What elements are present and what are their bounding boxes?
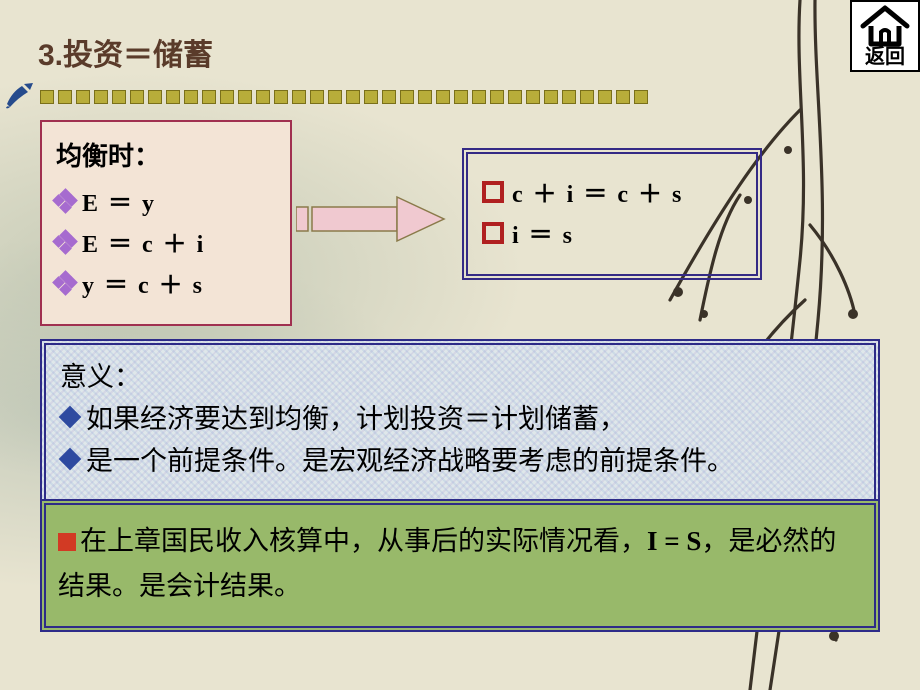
equation-text: y ＝ c ＋ s: [82, 265, 204, 300]
meaning-heading: 意义：: [60, 357, 858, 399]
diamond-bullet-icon: [56, 192, 74, 210]
meaning-text: 如果经济要达到均衡，计划投资＝计划储蓄，: [86, 399, 626, 441]
result-panel: 在上章国民收入核算中，从事后的实际情况看，I = S，是必然的结果。是会计结果。: [40, 499, 880, 632]
equation-text: E ＝ c ＋ i: [82, 224, 205, 259]
square-bullet-icon: [58, 533, 76, 551]
pen-icon: [4, 78, 36, 110]
hollow-square-icon: [482, 181, 504, 203]
back-label: 返回: [852, 40, 918, 69]
diamond-bullet-icon: [56, 233, 74, 251]
meaning-line: 是一个前提条件。是宏观经济战略要考虑的前提条件。: [60, 441, 858, 483]
equation-item: i ＝ s: [482, 215, 746, 250]
equation-item: c ＋ i ＝ c ＋ s: [482, 174, 746, 209]
result-pre: 在上章国民收入核算中，从事后的实际情况看，: [80, 526, 647, 556]
equation-item: E ＝ y: [56, 183, 280, 218]
equation-item: E ＝ c ＋ i: [56, 224, 280, 259]
derivation-box: c ＋ i ＝ c ＋ s i ＝ s: [462, 148, 762, 280]
equilibrium-box: 均衡时： E ＝ y E ＝ c ＋ i y ＝ c ＋ s: [40, 120, 292, 326]
equation-item: y ＝ c ＋ s: [56, 265, 280, 300]
diamond-solid-icon: [59, 406, 82, 429]
diamond-bullet-icon: [56, 274, 74, 292]
diamond-solid-icon: [59, 447, 82, 470]
back-button[interactable]: 返回: [850, 0, 920, 72]
equation-text: c ＋ i ＝ c ＋ s: [512, 174, 683, 209]
meaning-line: 如果经济要达到均衡，计划投资＝计划储蓄，: [60, 399, 858, 441]
equation-text: i ＝ s: [512, 215, 574, 250]
meaning-text: 是一个前提条件。是宏观经济战略要考虑的前提条件。: [86, 441, 734, 483]
hollow-square-icon: [482, 222, 504, 244]
arrow-icon: [296, 195, 446, 243]
result-formula: I = S: [647, 526, 701, 556]
equilibrium-heading: 均衡时：: [56, 136, 280, 173]
meaning-panel: 意义： 如果经济要达到均衡，计划投资＝计划储蓄，是一个前提条件。是宏观经济战略要…: [40, 339, 880, 507]
decorative-dots: [40, 90, 648, 104]
page-title: 3.投资＝储蓄: [38, 30, 213, 74]
equation-text: E ＝ y: [82, 183, 156, 218]
